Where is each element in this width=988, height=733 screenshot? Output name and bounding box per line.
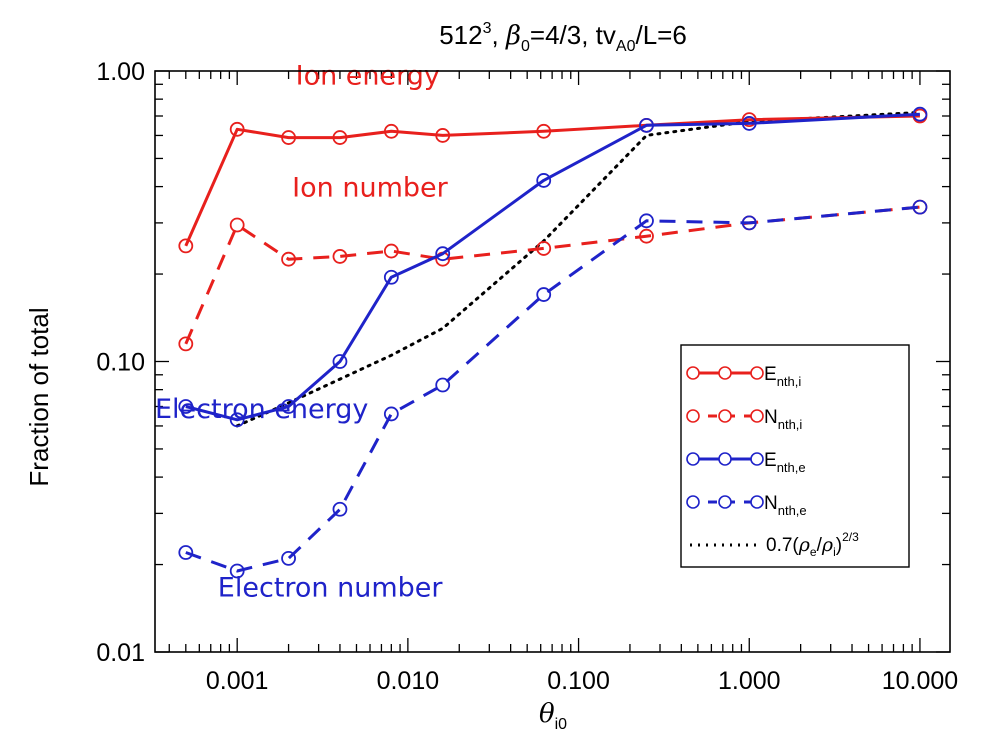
title-sup: 3 xyxy=(483,20,492,37)
series-marker-ni xyxy=(536,241,552,256)
series-marker-ni xyxy=(281,251,296,267)
series-marker-ni xyxy=(178,336,194,352)
series-line-ne xyxy=(185,205,921,573)
legend-label-ni: Nnth,i xyxy=(764,407,802,432)
x-tick-label: 0.001 xyxy=(206,667,269,695)
x-axis-label-sub: i0 xyxy=(555,716,568,733)
reference-line xyxy=(235,110,922,428)
series-marker-ei xyxy=(383,123,399,139)
series-marker-ni xyxy=(332,249,348,264)
x-tick-label: 10.000 xyxy=(882,667,958,695)
x-tick-label: 1.000 xyxy=(718,667,781,695)
legend-marker-ne xyxy=(750,495,764,509)
legend-marker-ei xyxy=(750,366,764,380)
legend-marker-ei xyxy=(686,366,700,380)
series-marker-ni xyxy=(639,228,654,244)
legend-marker-ee xyxy=(750,452,764,466)
series-marker-ne xyxy=(229,563,245,579)
y-axis-label: Fraction of total xyxy=(24,307,54,486)
annotation-label: Ion energy xyxy=(296,60,440,91)
title-beta-rest: =4/3, tv xyxy=(530,20,616,50)
legend-marker-ni xyxy=(718,409,732,423)
legend: Enth,i Nnth,i Enth,e Nnth,e 0.7(ρe/ρi)2/3 xyxy=(680,344,910,568)
series-marker-ee xyxy=(536,173,552,188)
series-marker-ne xyxy=(912,199,928,215)
series-marker-ne xyxy=(332,501,348,517)
series-marker-ei xyxy=(435,128,451,143)
series-marker-ne xyxy=(536,287,552,302)
series-marker-ni xyxy=(383,243,399,259)
series-marker-ei xyxy=(536,123,552,139)
axis-tick-labels: 0.001 0.010 0.100 1.000 10.000 1.00 0.10 0.01 xyxy=(96,58,958,695)
annotations: Ion energy Ion number Electron energy Elect… xyxy=(155,60,449,603)
legend-marker-ni xyxy=(750,409,764,423)
series-marker-ei xyxy=(332,130,348,145)
series-marker-ee xyxy=(912,106,928,122)
series-marker-ne xyxy=(435,377,451,393)
series-marker-ee xyxy=(229,412,245,428)
series-marker-ee xyxy=(178,399,194,414)
annotation-label: Ion number xyxy=(292,172,448,203)
legend-marker-ee xyxy=(686,452,700,466)
series-marker-ei xyxy=(229,121,245,137)
annotation-label: Electron energy xyxy=(155,394,368,425)
series-marker-ei xyxy=(178,238,194,254)
legend-marker-ni xyxy=(686,409,700,423)
series-marker-ee xyxy=(639,117,654,133)
series-line-ee xyxy=(185,112,920,422)
series-marker-ne xyxy=(178,545,194,560)
series-line-ni xyxy=(184,205,921,345)
legend-label-ee: Enth,e xyxy=(764,450,806,475)
title-tv-sub: A0 xyxy=(616,38,636,55)
series-marker-ee xyxy=(435,246,451,262)
title-tail: /L=6 xyxy=(635,20,686,50)
series-marker-ee xyxy=(741,116,757,131)
legend-marker-ei xyxy=(718,366,732,380)
x-axis-label: θi0 xyxy=(539,699,567,733)
series-marker-ei xyxy=(281,130,296,145)
x-axis-label-symbol: θ xyxy=(539,699,555,729)
title-beta-sub: 0 xyxy=(521,38,530,55)
series-marker-ee xyxy=(383,269,399,285)
series-marker-ei xyxy=(741,112,757,128)
series-marker-ee xyxy=(332,354,348,369)
x-tick-label: 0.010 xyxy=(377,667,440,695)
y-tick-label: 0.10 xyxy=(96,349,145,377)
chart-title: 5123, β0=4/3, tvA0/L=6 xyxy=(439,20,687,55)
plot-frame xyxy=(154,70,951,653)
y-tick-label: 1.00 xyxy=(96,58,145,86)
legend-marker-ee xyxy=(718,452,732,466)
series-line-ei xyxy=(184,114,920,247)
series-marker-ni xyxy=(229,217,245,233)
title-beta: β xyxy=(505,21,521,51)
series-marker-ne xyxy=(741,215,757,231)
title-base: 512 xyxy=(439,20,482,50)
series-layer xyxy=(178,106,928,579)
series-marker-ee xyxy=(281,399,296,414)
series-marker-ne xyxy=(639,213,654,229)
legend-rows: Enth,i Nnth,i Enth,e Nnth,e xyxy=(686,364,807,518)
x-tick-label: 0.100 xyxy=(547,667,610,695)
legend-reference-label: 0.7(ρe/ρi)2/3 xyxy=(766,530,859,559)
series-marker-ne xyxy=(383,406,399,422)
series-marker-ne xyxy=(281,550,296,566)
y-tick-label: 0.01 xyxy=(96,639,145,667)
legend-marker-ne xyxy=(686,495,700,509)
legend-label-ei: Enth,i xyxy=(764,364,801,389)
legend-label-ne: Nnth,e xyxy=(764,493,807,518)
legend-marker-ne xyxy=(718,495,732,509)
annotation-label: Electron number xyxy=(218,573,444,604)
